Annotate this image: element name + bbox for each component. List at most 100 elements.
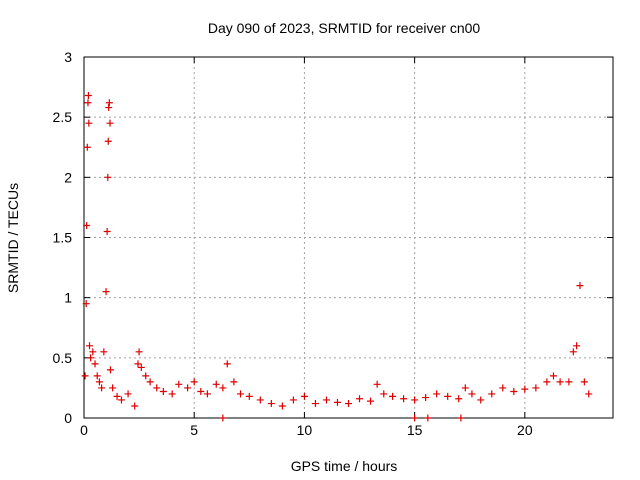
data-point <box>100 348 108 356</box>
data-point <box>400 395 408 403</box>
data-point <box>367 397 375 405</box>
data-point <box>83 143 91 151</box>
data-point <box>461 384 469 392</box>
data-point <box>159 388 167 396</box>
data-point <box>83 221 91 229</box>
data-point <box>82 300 90 308</box>
data-point <box>311 400 319 408</box>
data-point <box>223 360 231 368</box>
data-point <box>95 378 103 386</box>
data-point <box>356 395 364 403</box>
x-tick-label: 0 <box>80 422 88 438</box>
data-point <box>389 392 397 400</box>
y-tick-label: 1 <box>64 290 72 306</box>
data-point <box>424 414 432 422</box>
data-point <box>219 384 227 392</box>
data-point <box>137 363 145 371</box>
y-tick-label: 2 <box>64 169 72 185</box>
data-point <box>278 402 286 410</box>
data-point <box>289 396 297 404</box>
data-point <box>134 360 142 368</box>
data-point <box>106 366 114 374</box>
data-point <box>105 104 113 112</box>
y-tick-label: 3 <box>64 49 72 65</box>
data-point <box>477 396 485 404</box>
data-point <box>256 396 264 404</box>
data-point <box>444 392 452 400</box>
data-point <box>84 99 92 107</box>
data-point <box>532 384 540 392</box>
data-point <box>549 372 557 380</box>
data-point <box>333 398 341 406</box>
data-point <box>109 384 117 392</box>
chart-title: Day 090 of 2023, SRMTID for receiver cn0… <box>208 20 481 36</box>
data-points <box>81 92 593 422</box>
data-point <box>175 380 183 388</box>
y-tick-label: 0 <box>64 410 72 426</box>
data-point <box>411 396 419 404</box>
data-point <box>543 378 551 386</box>
data-point <box>380 390 388 398</box>
data-point <box>103 227 111 235</box>
data-point <box>573 342 581 350</box>
data-point <box>245 392 253 400</box>
x-tick-label: 5 <box>190 422 198 438</box>
data-point <box>230 378 238 386</box>
data-point <box>89 348 97 356</box>
data-point <box>106 119 114 127</box>
data-point <box>197 388 205 396</box>
data-point <box>345 400 352 408</box>
y-tick-label: 2.5 <box>53 109 73 125</box>
data-point <box>576 282 584 290</box>
axis-ticks: 0 5 10 15 20 0 0.5 1 1.5 2 2.5 3 <box>53 49 613 438</box>
data-point <box>135 348 143 356</box>
data-point <box>104 173 112 181</box>
data-point <box>322 396 330 404</box>
data-point <box>124 390 132 398</box>
data-point <box>212 380 220 388</box>
data-point <box>153 384 161 392</box>
data-point <box>93 372 101 380</box>
x-tick-label: 20 <box>517 422 533 438</box>
data-point <box>556 378 564 386</box>
data-point <box>142 372 150 380</box>
data-point <box>184 384 192 392</box>
data-point <box>236 390 244 398</box>
data-point <box>104 137 112 145</box>
data-point <box>510 388 518 396</box>
data-point <box>105 99 113 107</box>
data-point <box>468 390 476 398</box>
data-point <box>168 390 176 398</box>
data-point <box>203 390 211 398</box>
data-point <box>300 392 308 400</box>
data-point <box>84 92 92 100</box>
data-point <box>91 360 99 368</box>
x-axis-label: GPS time / hours <box>291 458 398 474</box>
data-point <box>569 348 577 356</box>
data-point <box>267 400 275 408</box>
y-axis-label: SRMTID / TECUs <box>5 183 21 293</box>
data-point <box>411 414 419 422</box>
data-point <box>521 385 529 393</box>
data-point <box>131 402 139 410</box>
data-point <box>455 395 463 403</box>
data-point <box>113 392 121 400</box>
data-point <box>190 378 198 386</box>
data-point <box>98 384 106 392</box>
data-point <box>457 414 465 422</box>
x-tick-label: 15 <box>407 422 423 438</box>
x-tick-label: 10 <box>297 422 313 438</box>
data-point <box>585 390 593 398</box>
data-point <box>499 384 507 392</box>
data-point <box>565 378 573 386</box>
y-tick-label: 1.5 <box>53 230 73 246</box>
grid <box>84 57 613 418</box>
data-point <box>102 288 110 296</box>
data-point <box>87 354 95 362</box>
data-point <box>117 396 125 404</box>
data-point <box>146 378 154 386</box>
data-point <box>580 378 588 386</box>
data-point <box>488 390 496 398</box>
